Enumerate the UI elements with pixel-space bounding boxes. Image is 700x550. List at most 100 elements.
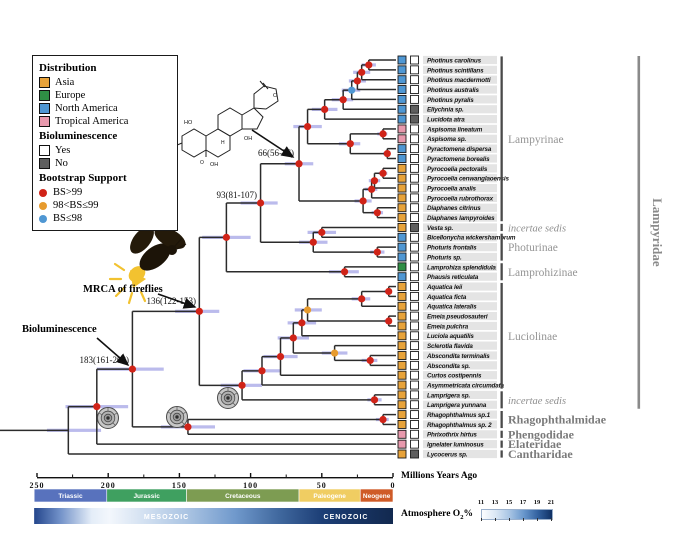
species-label: Lamprigera yunnana [427,402,487,409]
legend-item: Yes [39,144,171,157]
legend-color-swatch [39,77,50,88]
distribution-box [397,114,407,124]
distribution-box [397,242,407,252]
species-label: Aspisoma lineatum [426,126,483,133]
species-row-stripe [423,105,497,114]
species-row-stripe [423,223,497,232]
legend-bootstrap-items: BS>99 98<BS≤99 BS≤98 [39,186,171,225]
bootstrap-node-marker [383,149,391,158]
species-row-stripe [423,183,497,193]
o2-scale-tick-mark [537,518,538,521]
legend-distribution-title: Distribution [39,62,97,74]
o2-scale-tick-mark [509,518,510,521]
axis-minor-tick [214,474,216,477]
species-row-stripe [423,302,497,311]
legend-color-swatch [39,158,50,169]
bootstrap-node-marker [238,381,246,389]
distribution-box [397,65,407,75]
mrca-of-fireflies-label: MRCA of fireflies [83,284,163,295]
species-row-stripe [423,124,497,134]
distribution-box [397,104,407,114]
species-row-stripe [423,95,497,104]
period-label: Triassic [58,493,83,500]
species-row-stripe [423,193,497,202]
annotation-arrow [157,293,197,309]
period-label: Cretaceous [225,493,261,500]
species-label: Emeia pulchra [427,323,469,330]
species-label: Aquatica ficta [426,294,467,301]
o2-scale-tick-label: 13 [491,499,499,506]
bootstrap-node-marker [321,105,329,114]
species-label: Sclerotia flavida [427,343,473,350]
distribution-box [397,203,407,213]
period-segment [359,488,394,503]
species-label: Pyrocoelia cenwanglaoensis [427,176,509,183]
species-row-stripe [423,440,497,449]
species-label: Diaphanes lampyroides [427,215,495,222]
species-row-stripe [423,430,497,439]
distribution-box [397,163,407,173]
bioluminescence-box [410,311,419,321]
bootstrap-node-marker [195,307,203,315]
legend-item: BS≤98 [39,212,171,225]
bioluminescence-box [410,144,419,154]
legend-color-swatch [39,145,50,156]
bioluminescence-box [410,420,419,429]
bioluminescence-box [410,282,419,291]
distribution-box [397,291,407,301]
distribution-box [397,232,407,242]
species-row-stripe [423,243,497,252]
distribution-box [397,331,407,341]
distribution-box [397,380,407,390]
bioluminescence-box [410,341,419,351]
species-row-stripe [423,400,497,409]
distribution-box [397,272,407,282]
group-bracket [500,440,503,448]
species-label: Lamprigera sp. [427,392,470,399]
distribution-box [397,429,407,439]
distribution-box [397,449,407,459]
species-label: Diaphanes citrinus [427,205,481,212]
bioluminescence-box [410,410,419,420]
atmosphere-o2-label: Atmosphere O2% [401,509,473,521]
species-label: Emeia pseudosauteri [427,314,488,321]
bioluminescence-box [410,370,419,380]
group-bracket [500,223,503,232]
distribution-box [397,94,407,104]
bioluminescence-box [410,272,419,282]
bootstrap-node-marker [346,140,354,148]
axis-tick-label: 200 [101,481,116,490]
legend-box: Distribution Asia Europe North America Trop… [32,55,178,231]
bioluminescence-box [410,380,419,390]
node-age-label: 183(161-208) [79,355,130,365]
legend-color-swatch [39,90,50,101]
bootstrap-node-marker [289,334,297,342]
bioluminescence-annotation-label: Bioluminescence [22,324,97,335]
bioluminescence-box [410,55,419,65]
species-row-stripe [423,203,497,212]
species-label: Lucidota atra [427,117,465,124]
legend-item: North America [39,102,171,115]
distribution-box [397,173,407,183]
bootstrap-node-marker [184,423,192,431]
species-row-stripe [423,115,497,124]
bootstrap-node-marker [303,306,312,314]
group-bracket [500,411,503,429]
bootstrap-node-marker [222,233,230,241]
bootstrap-node-marker [385,287,393,296]
millions-years-ago-label: Millions Years Ago [401,471,478,481]
time-axis-line [37,477,393,479]
distribution-box [397,134,407,144]
distribution-box [397,390,407,400]
o2-colorbar-gradient [481,509,553,520]
bioluminescence-box [410,173,419,183]
species-label: Abscondita terminalis [426,353,490,360]
bioluminescence-box [410,242,419,252]
distribution-box [397,282,407,291]
legend-item: Asia [39,76,171,89]
bootstrap-node-marker [128,365,137,373]
species-row-stripe [423,390,497,399]
era-label: CENOZOIC [324,514,369,521]
axis-major-tick [178,473,181,477]
species-label: Photuris frontalis [427,245,477,252]
